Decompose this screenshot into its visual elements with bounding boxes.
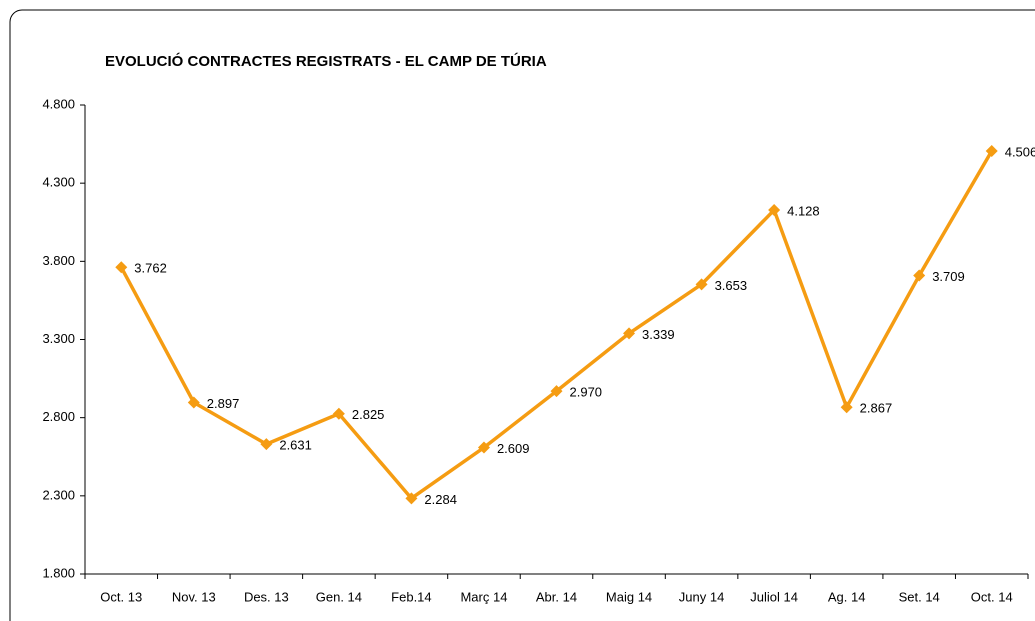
marker	[332, 407, 345, 420]
marker	[913, 269, 926, 282]
x-tick-label: Juny 14	[679, 589, 725, 604]
data-label: 2.867	[860, 401, 893, 416]
data-label: 3.653	[715, 278, 748, 293]
data-label: 2.970	[570, 385, 603, 400]
x-tick-label: Gen. 14	[316, 589, 362, 604]
data-label: 3.762	[134, 261, 167, 276]
x-tick-label: Març 14	[460, 589, 507, 604]
x-tick-label: Set. 14	[899, 589, 940, 604]
marker	[115, 261, 128, 274]
marker	[187, 396, 200, 409]
marker	[477, 441, 490, 454]
y-tick-label: 3.300	[42, 331, 75, 346]
y-tick-label: 4.800	[42, 96, 75, 111]
data-label: 4.506	[1005, 144, 1035, 159]
x-tick-label: Juliol 14	[750, 589, 798, 604]
data-label: 3.709	[932, 269, 965, 284]
x-tick-label: Nov. 13	[172, 589, 216, 604]
x-tick-label: Maig 14	[606, 589, 652, 604]
data-label: 2.609	[497, 441, 530, 456]
y-tick-label: 2.300	[42, 487, 75, 502]
chart-frame	[9, 9, 1035, 621]
marker	[768, 204, 781, 217]
y-tick-label: 3.800	[42, 253, 75, 268]
marker	[623, 327, 636, 340]
data-label: 4.128	[787, 203, 820, 218]
marker	[405, 492, 418, 505]
marker	[840, 401, 853, 414]
x-tick-label: Ag. 14	[828, 589, 866, 604]
marker	[985, 144, 998, 157]
x-tick-label: Oct. 14	[971, 589, 1013, 604]
x-tick-label: Des. 13	[244, 589, 289, 604]
data-label: 2.825	[352, 407, 385, 422]
marker	[550, 385, 563, 398]
x-tick-label: Feb.14	[391, 589, 431, 604]
x-tick-label: Abr. 14	[536, 589, 577, 604]
data-label: 2.631	[279, 438, 312, 453]
data-label: 2.897	[207, 396, 240, 411]
marker	[695, 278, 708, 291]
y-tick-label: 1.800	[42, 565, 75, 580]
chart-title: EVOLUCIÓ CONTRACTES REGISTRATS - EL CAMP…	[105, 52, 547, 70]
data-label: 3.339	[642, 327, 675, 342]
data-label: 2.284	[424, 492, 457, 507]
x-tick-label: Oct. 13	[100, 589, 142, 604]
y-tick-label: 2.800	[42, 409, 75, 424]
marker	[260, 438, 273, 451]
y-tick-label: 4.300	[42, 175, 75, 190]
